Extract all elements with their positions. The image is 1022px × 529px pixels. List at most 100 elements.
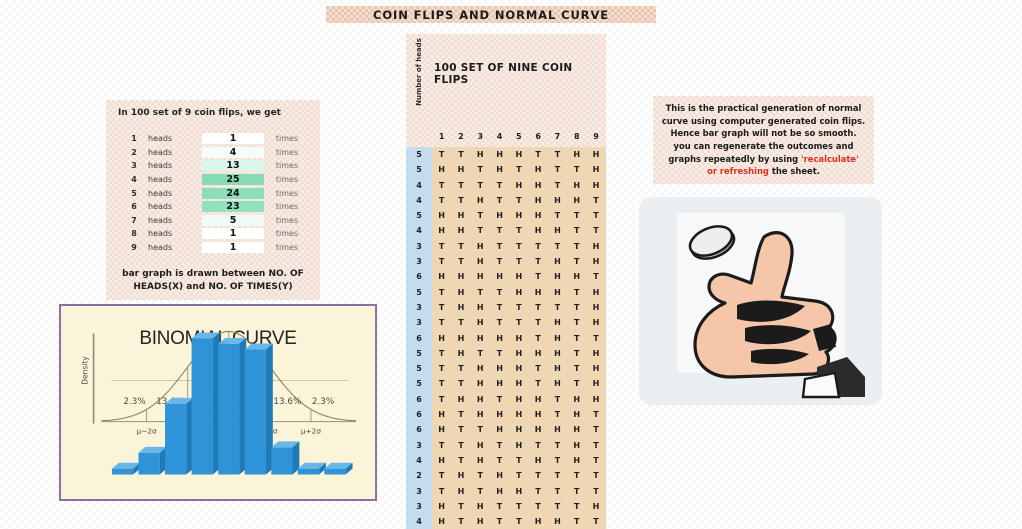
flip-cell: T (458, 150, 464, 159)
frequency-heads-count: 5 (131, 188, 137, 198)
flip-cell: H (476, 333, 484, 343)
flip-cell: T (554, 165, 561, 175)
row-heads-count: 4 (406, 514, 432, 529)
coin-flips-table-panel[interactable]: Number of heads 100 SET OF NINE COIN FLI… (406, 34, 606, 529)
row-heads-count: 6 (406, 269, 432, 285)
flip-cell: T (496, 348, 503, 358)
flip-cell: T (593, 517, 599, 527)
frequency-times-value: 25 (202, 174, 264, 186)
flips-column-header: 9 (593, 132, 599, 141)
flip-cell: T (535, 302, 541, 312)
flip-cell: H (476, 195, 484, 205)
row-heads-count: 6 (406, 391, 432, 408)
thumbs-up-coin-icon (639, 197, 882, 405)
flip-cell: H (496, 211, 503, 221)
flip-cell: T (438, 379, 445, 389)
row-heads-count: 4 (406, 177, 432, 193)
frequency-heads-label: heads (148, 175, 173, 185)
flip-cell: H (573, 272, 581, 282)
flip-cell: H (438, 226, 445, 236)
flip-cell: H (457, 486, 465, 496)
flip-cell: H (515, 394, 523, 404)
frequency-times-label: times (275, 147, 299, 157)
row-heads-count: 5 (406, 376, 432, 392)
flip-cell: H (554, 272, 561, 282)
flip-cell: T (535, 318, 541, 328)
flip-cell: H (476, 150, 484, 159)
flips-column-header: 3 (477, 132, 484, 141)
flip-cell: T (554, 211, 561, 221)
flip-cell: H (496, 150, 503, 159)
flip-cell: T (535, 486, 541, 496)
frequency-heads-label: heads (148, 147, 173, 157)
frequency-heads-count: 4 (131, 175, 137, 185)
flip-cell: H (554, 333, 561, 343)
flip-cell: T (535, 440, 541, 450)
frequency-times-label: times (275, 229, 299, 239)
flip-cell: H (592, 150, 600, 159)
frequency-times-value: 24 (202, 187, 264, 199)
flip-cell: T (516, 455, 522, 465)
flip-cell: T (477, 486, 483, 496)
flip-cell: T (535, 333, 541, 343)
flip-cell: T (496, 302, 503, 312)
flip-cell: H (476, 241, 484, 251)
frequency-row: 7 heads 5 times (120, 214, 310, 228)
note-fragment: curve using computer generated coin flip… (661, 115, 866, 126)
flip-cell: T (477, 165, 483, 175)
flip-cell: T (458, 318, 464, 328)
flip-cell: H (515, 333, 523, 343)
row-heads-count: 6 (406, 330, 432, 346)
frequency-row: 1 heads 1 times (120, 132, 310, 146)
flip-cell: H (476, 394, 484, 404)
flip-cell: T (573, 471, 580, 481)
frequency-row: 4 heads 25 times (120, 173, 310, 187)
flip-cell: T (516, 517, 522, 527)
note-fragment: graphs repeatedly by using (668, 153, 802, 164)
flip-cell: T (535, 241, 541, 251)
flip-cell: T (554, 150, 561, 159)
frequency-heads-count: 6 (131, 202, 137, 212)
flip-cell: T (438, 394, 445, 404)
flip-cell: H (457, 165, 465, 175)
flip-cell: T (458, 501, 464, 511)
flip-cell: T (458, 241, 464, 251)
flip-cell: T (438, 195, 445, 205)
frequency-times-label: times (275, 202, 299, 212)
flip-cell: H (515, 348, 523, 358)
flip-cell: H (573, 150, 581, 159)
note-fragment: you can regenerate the outcomes and (673, 141, 854, 151)
flip-cell: T (593, 226, 599, 236)
flip-cell: H (515, 425, 523, 435)
row-heads-count: 6 (406, 407, 432, 423)
frequency-row: 9 heads 1 times (120, 241, 310, 255)
flip-cell: H (515, 180, 523, 190)
binomial-curve-chart[interactable]: BINOMIAL CURVE Density μ−2σμ−σμμ+σμ+2σ2.… (59, 304, 377, 501)
flip-cell: T (477, 287, 483, 297)
flip-cell: T (496, 180, 503, 190)
frequency-heads-label: heads (148, 188, 173, 198)
flip-cell: T (458, 455, 464, 465)
flip-cell: T (496, 257, 503, 267)
frequency-row: 8 heads 1 times (120, 227, 310, 241)
flip-cell: T (477, 425, 483, 435)
flip-cell: H (457, 287, 465, 297)
flip-cell: T (516, 318, 522, 328)
flip-cell: H (515, 211, 523, 221)
flip-cell: H (534, 195, 542, 205)
flip-cell: H (573, 180, 581, 190)
flip-cell: T (573, 241, 580, 251)
flip-cell: T (573, 211, 580, 221)
